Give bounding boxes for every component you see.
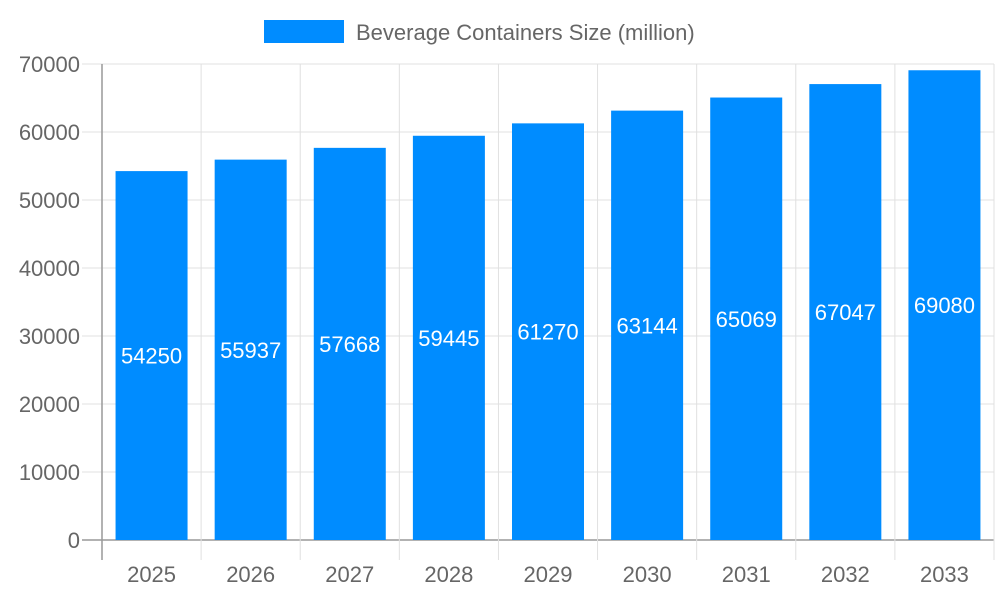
data-label: 55937	[220, 338, 281, 363]
x-tick-label: 2033	[920, 562, 969, 587]
y-tick-label: 30000	[19, 324, 80, 349]
data-label: 69080	[914, 293, 975, 318]
bar	[214, 159, 287, 540]
bar	[412, 135, 485, 541]
x-tick-label: 2030	[623, 562, 672, 587]
legend-swatch	[264, 20, 344, 43]
bar	[908, 70, 981, 541]
x-tick-label: 2027	[325, 562, 374, 587]
legend[interactable]: Beverage Containers Size (million)	[264, 20, 695, 45]
y-tick-label: 50000	[19, 188, 80, 213]
y-tick-label: 70000	[19, 52, 80, 77]
legend-label: Beverage Containers Size (million)	[356, 20, 695, 45]
data-label: 59445	[418, 326, 479, 351]
y-tick-label: 0	[68, 528, 80, 553]
x-tick-label: 2028	[424, 562, 473, 587]
bar	[611, 110, 684, 541]
data-label: 63144	[617, 313, 678, 338]
x-tick-label: 2026	[226, 562, 275, 587]
y-tick-label: 60000	[19, 120, 80, 145]
y-tick-label: 10000	[19, 460, 80, 485]
x-tick-label: 2032	[821, 562, 870, 587]
x-tick-label: 2029	[524, 562, 573, 587]
bar	[512, 123, 584, 540]
data-label: 65069	[716, 307, 777, 332]
y-tick-label: 40000	[19, 256, 80, 281]
bar	[710, 97, 783, 541]
bar	[115, 171, 188, 540]
x-tick-label: 2025	[127, 562, 176, 587]
data-label: 61270	[517, 320, 578, 345]
data-label: 54250	[121, 344, 182, 369]
bar	[809, 84, 882, 541]
y-tick-label: 20000	[19, 392, 80, 417]
data-label: 67047	[815, 300, 876, 325]
x-tick-label: 2031	[722, 562, 771, 587]
bar	[313, 147, 386, 540]
data-label: 57668	[319, 332, 380, 357]
bars: 54250 55937 57668 59445 61270 63144 65069 67047…	[115, 70, 981, 541]
axes: 0 10000 20000 30000 40000 50000 60000 70000 2025…	[19, 52, 969, 587]
